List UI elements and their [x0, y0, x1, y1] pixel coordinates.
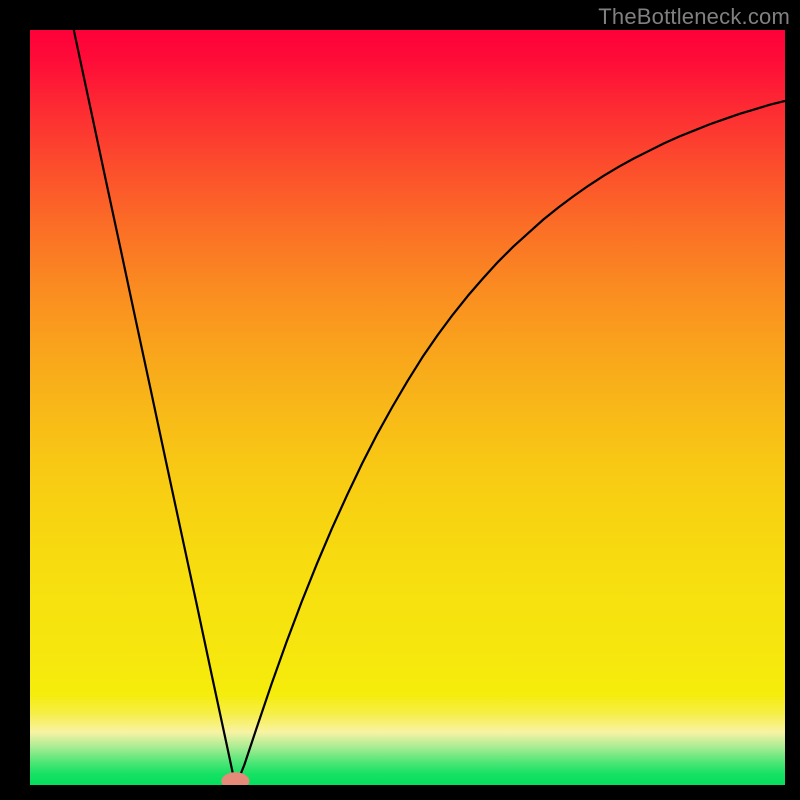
chart-svg — [30, 30, 785, 785]
bottleneck-chart: TheBottleneck.com — [0, 0, 800, 800]
watermark-text: TheBottleneck.com — [598, 4, 790, 30]
plot-area — [30, 30, 785, 785]
gradient-background — [30, 30, 785, 785]
